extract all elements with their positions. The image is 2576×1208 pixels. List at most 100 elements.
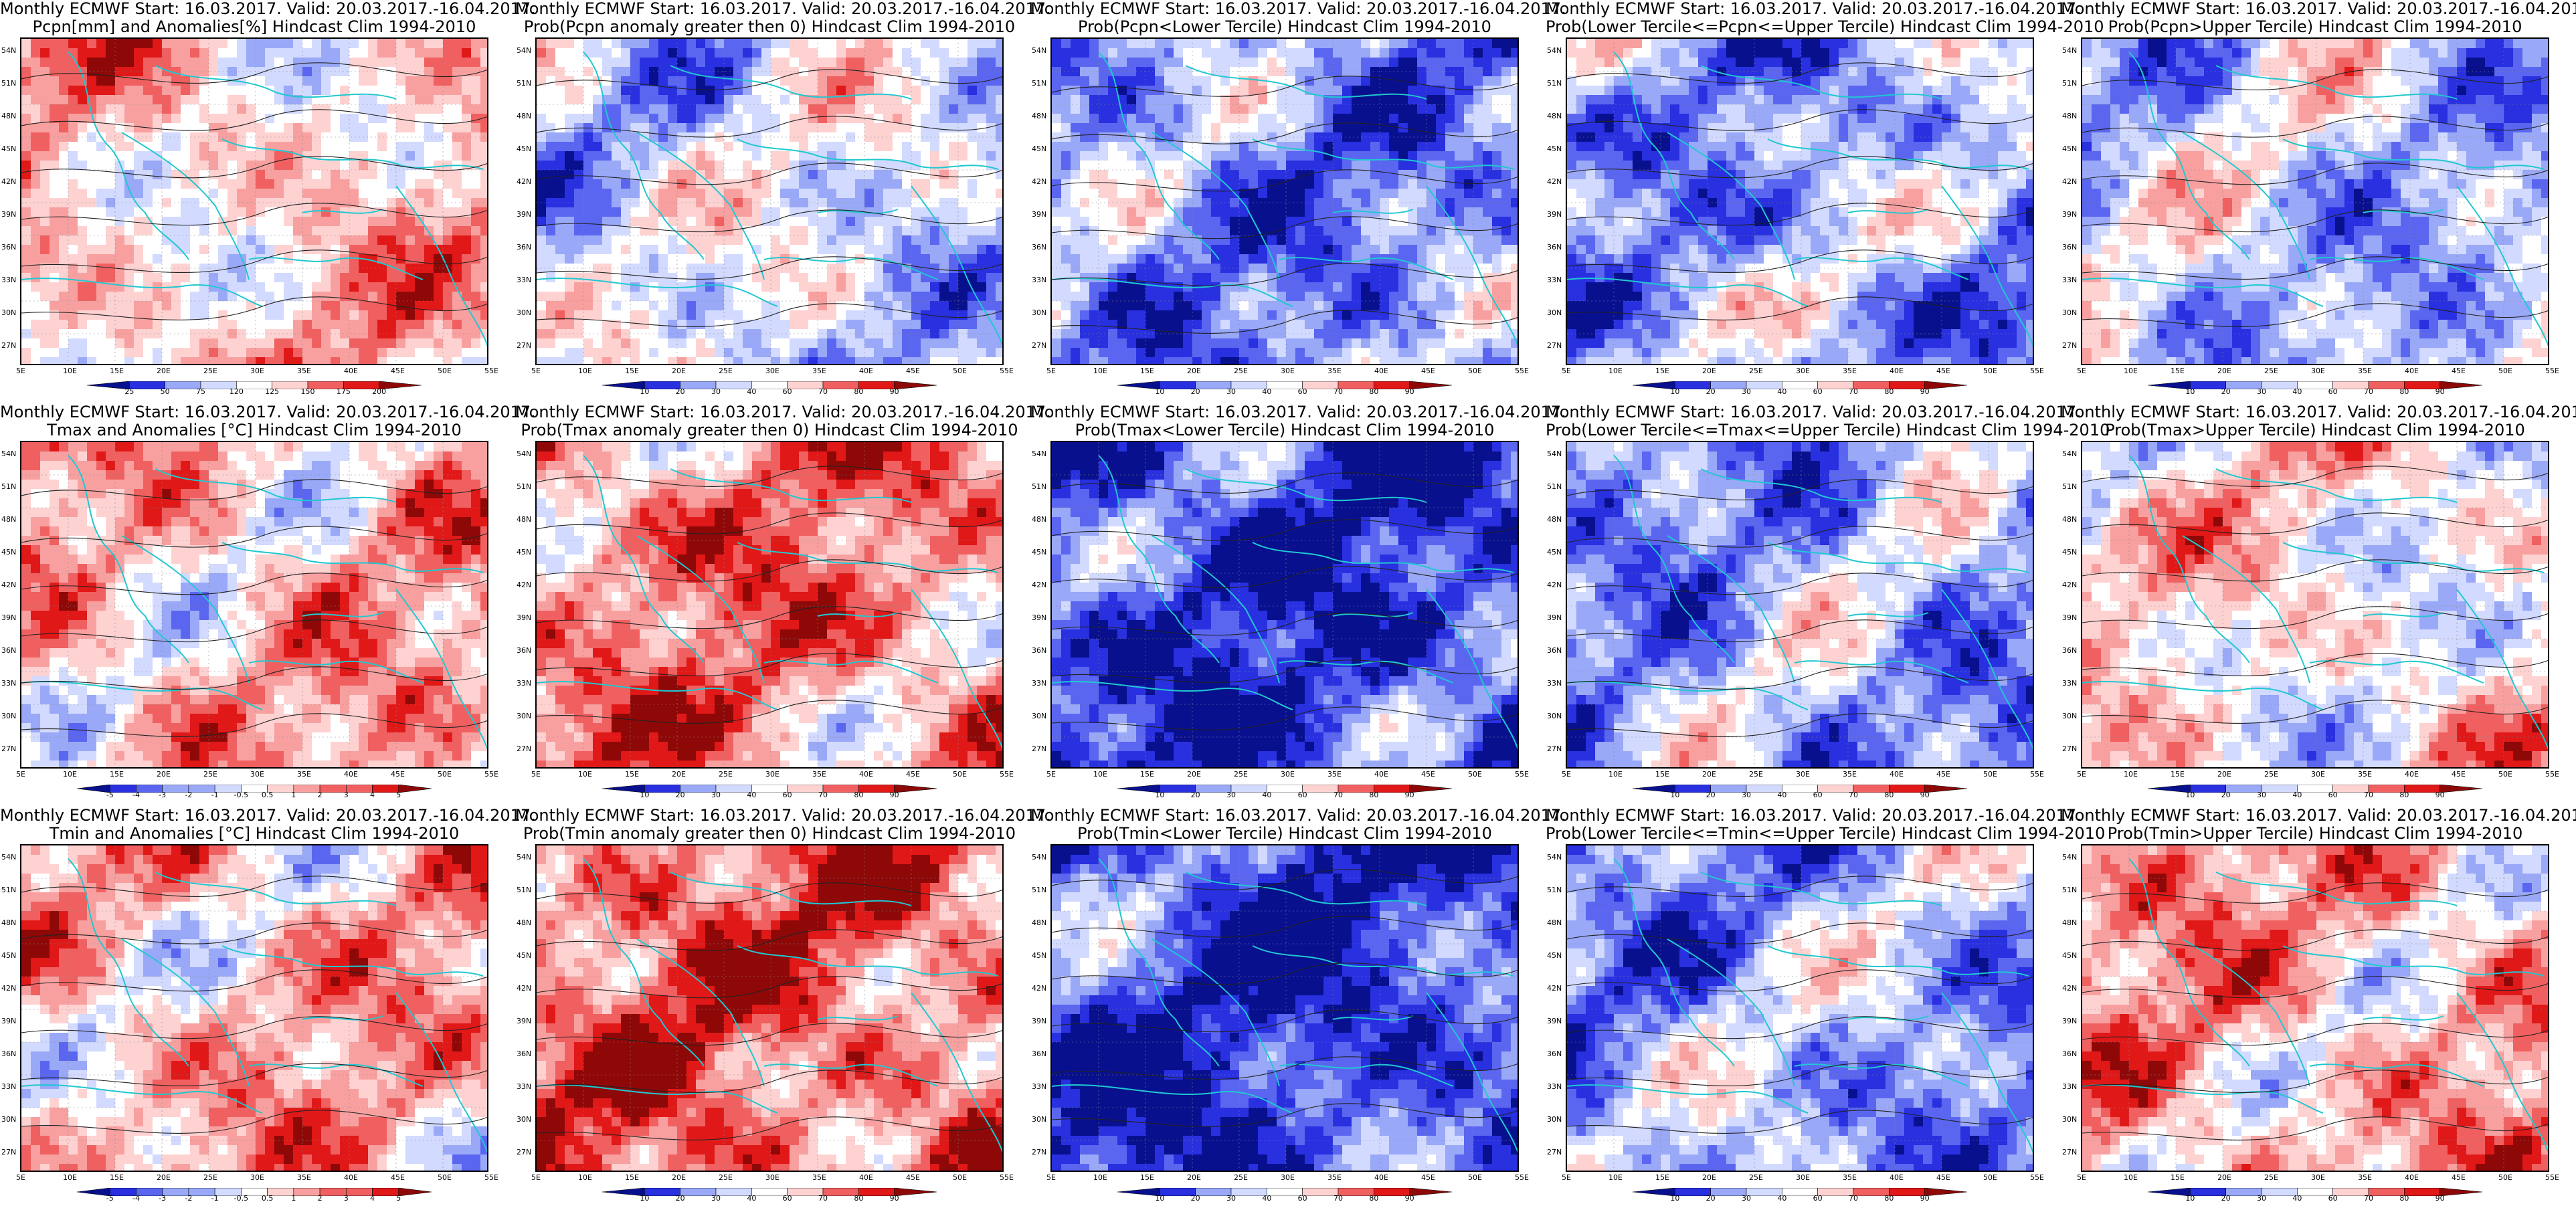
lat-tick-label: 51N [1032,80,1046,88]
panel-title-line: Monthly ECMWF Start: 16.03.2017. Valid: … [1546,0,2054,18]
lat-tick-label: 42N [1547,178,1562,186]
map-panel: Monthly ECMWF Start: 16.03.2017. Valid: … [2061,0,2569,401]
lat-tick-label: 30N [1547,309,1562,317]
colorbar-label: 20 [1706,388,1716,396]
colorbar-label: 60 [1813,1195,1823,1203]
lon-tick-label: 25E [1749,771,1763,779]
lon-tick-label: 5E [16,1174,25,1182]
colorbar-label: 60 [1298,791,1307,799]
colorbar-label: 0.5 [262,1195,274,1203]
lat-tick-label: 51N [1547,886,1562,894]
lon-tick-label: 50E [2498,1174,2512,1182]
lon-tick-label: 10E [1608,771,1623,779]
map-panel: Monthly ECMWF Start: 16.03.2017. Valid: … [515,403,1024,805]
map-frame [1050,37,1519,365]
colorbar-label: 30 [711,791,721,799]
map-panel: Monthly ECMWF Start: 16.03.2017. Valid: … [1030,0,1539,401]
colorbar-label: 80 [2399,791,2409,799]
lat-tick-label: 39N [1,614,16,622]
lat-tick-label: 33N [2062,680,2077,688]
lat-tick-label: 51N [1547,80,1562,88]
lat-tick-label: 33N [1032,1083,1046,1091]
lon-tick-label: 35E [2358,771,2372,779]
lon-tick-label: 20E [1187,771,1201,779]
lon-tick-label: 30E [2311,771,2325,779]
lon-tick-label: 50E [953,1174,967,1182]
colorbar-label: 80 [2399,1195,2409,1203]
panel-title: Monthly ECMWF Start: 16.03.2017. Valid: … [2061,403,2569,439]
colorbar-label: 1 [291,1195,296,1203]
colorbar-swatches [1633,785,1967,793]
lat-tick-label: 33N [2062,276,2077,284]
lon-tick-label: 25E [2264,367,2278,375]
colorbar-label: 90 [1920,388,1930,396]
lat-tick-label: 48N [1032,919,1046,927]
colorbar-label: -0.5 [234,791,248,799]
lon-tick-label: 10E [63,771,77,779]
lat-tick-label: 33N [1,680,16,688]
lon-tick-label: 20E [672,1174,686,1182]
colorbar-label: 3 [344,791,349,799]
colorbar-swatches [602,1188,937,1196]
colorbar-label: 75 [196,388,205,396]
lon-tick-label: 40E [859,1174,873,1182]
colorbar-label: 70 [2364,791,2373,799]
lon-tick-label: 45E [1421,1174,1435,1182]
colorbar-label: 200 [372,388,386,396]
colorbar-label: -1 [211,1195,219,1203]
colorbar-label: 10 [1155,388,1164,396]
map-frame [1050,441,1519,769]
panel-subtitle: Prob(Tmin<Lower Tercile) Hindcast Clim 1… [1030,825,1539,843]
lon-tick-label: 15E [1655,771,1669,779]
colorbar-label: 40 [1777,388,1786,396]
lon-tick-label: 55E [1000,1174,1014,1182]
colorbar-label: 70 [818,1195,828,1203]
colorbar-label: 60 [2328,791,2338,799]
shaded-field [2082,442,2549,769]
lat-tick-label: 36N [2062,243,2077,251]
colorbar-label: 20 [1706,1195,1716,1203]
lat-tick-label: 30N [517,309,531,317]
lat-tick-label: 27N [1032,342,1046,350]
colorbar-label: 3 [344,1195,349,1203]
lon-tick-label: 40E [1374,367,1388,375]
map-panel: Monthly ECMWF Start: 16.03.2017. Valid: … [1030,403,1539,805]
lat-tick-label: 33N [517,680,531,688]
colorbar-swatches [1117,381,1452,389]
lat-tick-label: 48N [517,516,531,524]
lat-tick-label: 51N [1032,483,1046,491]
colorbar-label: -2 [185,791,192,799]
shaded-field [2082,845,2549,1172]
shaded-field [2082,39,2549,365]
lon-tick-label: 40E [344,771,358,779]
shaded-field [1567,442,2034,769]
lon-tick-label: 30E [765,367,779,375]
colorbar-label: 90 [890,1195,899,1203]
shaded-field [1052,39,1519,365]
lon-tick-label: 30E [2311,1174,2325,1182]
lon-tick-label: 10E [2124,367,2138,375]
lon-tick-label: 45E [2452,1174,2466,1182]
lat-tick-label: 48N [1547,112,1562,120]
lon-tick-label: 10E [578,771,592,779]
lat-tick-label: 54N [517,47,531,55]
lat-tick-label: 36N [517,243,531,251]
lon-tick-label: 35E [1843,367,1857,375]
panel-title-line: Monthly ECMWF Start: 16.03.2017. Valid: … [0,403,509,421]
lon-tick-label: 55E [1515,1174,1529,1182]
map-frame [2081,37,2549,365]
colorbar-swatches [2148,381,2482,389]
lat-tick-label: 48N [2062,112,2077,120]
panel-title: Monthly ECMWF Start: 16.03.2017. Valid: … [1546,0,2054,36]
colorbar-label: -4 [132,791,140,799]
panel-title-line: Monthly ECMWF Start: 16.03.2017. Valid: … [1030,403,1539,421]
colorbar-label: 70 [818,388,828,396]
lat-tick-label: 33N [1547,680,1562,688]
lon-tick-label: 15E [625,771,639,779]
lat-tick-label: 33N [1,276,16,284]
